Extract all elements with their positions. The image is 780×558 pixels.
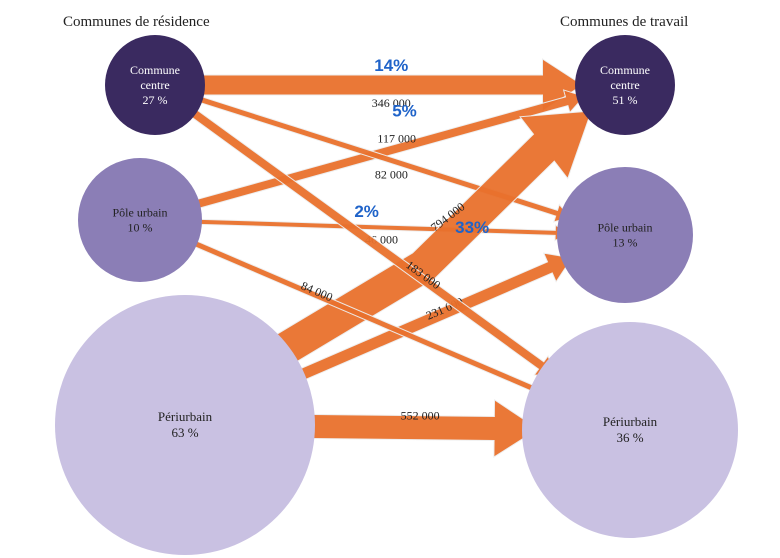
flow-f_L3_R1 (267, 111, 591, 367)
node-label-L1-2: 27 % (143, 93, 168, 107)
node-label-R2-1: 13 % (613, 236, 638, 250)
flow-value-f_L2_R3: 84 000 (299, 279, 335, 305)
node-label-L3-0: Périurbain (158, 409, 213, 424)
node-label-R2-0: Pôle urbain (598, 221, 653, 235)
flow-diagram: 346 00014%117 0005%82 00046 0002%794 000… (0, 0, 780, 558)
node-label-L1-0: Commune (130, 63, 180, 77)
node-label-L2-1: 10 % (128, 221, 153, 235)
header-right: Communes de travail (560, 14, 688, 31)
node-label-R1-0: Commune (600, 63, 650, 77)
node-label-R3-1: 36 % (616, 430, 643, 445)
flow-value-f_L2_R1: 117 000 (377, 132, 416, 146)
header-left: Communes de résidence (63, 14, 210, 31)
flow-pct-f_L2_R1: 5% (392, 101, 417, 120)
flow-value-f_L1_R2: 82 000 (375, 167, 408, 181)
node-label-L2-0: Pôle urbain (113, 206, 168, 220)
flow-value-f_L3_R3: 552 000 (401, 409, 440, 423)
node-label-L3-1: 63 % (171, 425, 198, 440)
flow-pct-f_L1_R1: 14% (374, 56, 408, 75)
node-label-R1-2: 51 % (613, 93, 638, 107)
flow-pct-f_L3_R1: 33% (455, 218, 489, 237)
flow-pct-f_L2_R2: 2% (354, 202, 379, 221)
node-label-R3-0: Périurbain (603, 414, 658, 429)
diagram-svg: 346 00014%117 0005%82 00046 0002%794 000… (0, 0, 780, 558)
node-label-R1-1: centre (610, 78, 639, 92)
node-label-L1-1: centre (140, 78, 169, 92)
